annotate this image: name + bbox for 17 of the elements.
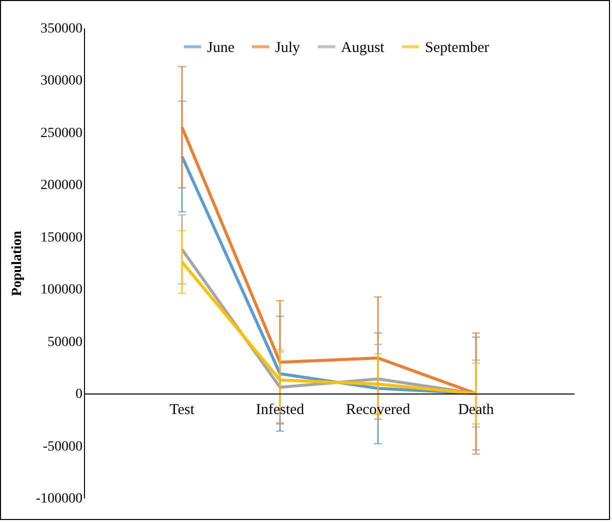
y-tick-label: -100000: [36, 492, 82, 506]
y-tick-label: 250000: [40, 126, 82, 141]
x-tick-label: Test: [170, 402, 196, 418]
y-axis-title: Population: [10, 230, 25, 296]
y-tick-label: 150000: [40, 230, 82, 246]
y-tick-label: 350000: [40, 22, 82, 36]
legend-label: September: [425, 40, 490, 56]
y-tick-label: 0: [76, 387, 82, 402]
y-tick-label: 50000: [48, 334, 82, 350]
legend-label: June: [207, 40, 235, 56]
x-tick-label: Infested: [256, 402, 305, 418]
legend-label: August: [341, 40, 386, 56]
y-tick-label: 200000: [40, 178, 82, 194]
y-tick-label: 100000: [40, 282, 82, 298]
y-tick-label: -50000: [42, 439, 82, 454]
legend-label: July: [275, 40, 301, 56]
y-tick-label: 300000: [40, 74, 82, 89]
